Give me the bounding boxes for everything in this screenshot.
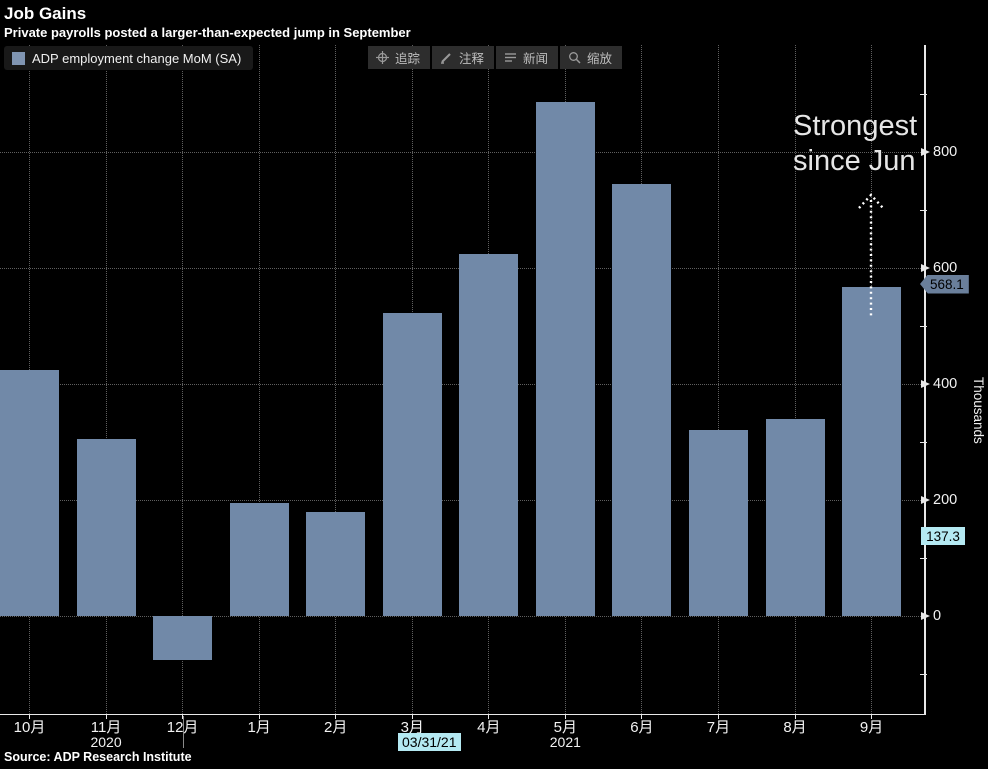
bar-7月[interactable]	[688, 430, 748, 616]
crosshair-icon	[376, 51, 389, 64]
x-axis-tick	[258, 714, 260, 719]
source-note: Source: ADP Research Institute	[4, 750, 192, 764]
x-axis-tick	[794, 714, 796, 719]
gridline-vertical	[335, 45, 337, 714]
bar-5月[interactable]	[535, 101, 595, 616]
y-axis-minor-tick	[920, 93, 927, 95]
gridline-horizontal	[0, 152, 925, 153]
year-boundary-separator	[182, 716, 184, 748]
y-axis-tick-label: 0	[933, 608, 942, 624]
x-axis-month-label: 10月	[13, 719, 46, 736]
y-axis-tick-label: 600	[933, 260, 958, 276]
tracker-value-badge: 137.3	[921, 527, 965, 545]
x-axis-month-label: 2月	[324, 719, 348, 736]
bar-10月[interactable]	[0, 369, 59, 616]
x-axis-year-label: 2020	[90, 734, 122, 750]
x-axis-tick	[871, 714, 873, 719]
bar-3月[interactable]	[382, 312, 442, 616]
annotate-button[interactable]: 注释	[432, 46, 495, 69]
x-axis-month-label: 5月	[553, 719, 578, 736]
x-axis-tick	[411, 714, 413, 719]
annotate-button-label: 注释	[459, 52, 485, 66]
y-axis-tick-label: 200	[933, 492, 958, 508]
x-axis-month-label: 11月	[90, 719, 122, 736]
x-axis-month-label: 4月	[477, 719, 501, 736]
y-axis-tick-label: 400	[933, 376, 958, 392]
x-axis-tick	[641, 714, 643, 719]
x-axis-month-label: 6月	[630, 719, 654, 736]
y-axis-minor-tick	[920, 557, 927, 559]
x-axis-month-label: 3月	[400, 719, 424, 736]
news-button[interactable]: 新闻	[496, 46, 559, 69]
annotation-text: Strongest since Jun	[793, 109, 917, 179]
gridline-vertical	[258, 45, 260, 714]
gridline-vertical	[105, 45, 107, 714]
x-axis-line	[0, 713, 926, 715]
y-axis-tick-arrow	[921, 147, 930, 156]
news-lines-icon	[504, 51, 517, 64]
x-axis-month-label: 8月	[783, 719, 807, 736]
y-axis-tick-arrow	[921, 263, 930, 272]
bar-2月[interactable]	[306, 511, 366, 616]
bar-6月[interactable]	[612, 183, 672, 616]
bar-12月[interactable]	[153, 616, 213, 661]
y-axis-title: Thousands	[971, 376, 986, 444]
y-axis-minor-tick	[920, 673, 927, 675]
zoom-button[interactable]: 缩放	[560, 46, 623, 69]
y-axis-tick-arrow	[921, 379, 930, 388]
x-axis-month-label: 1月	[247, 719, 271, 736]
annotation-line2: since Jun	[793, 145, 916, 177]
chart-toolbar: 追踪 注释 新闻 缩放	[368, 46, 623, 69]
bar-11月[interactable]	[76, 439, 136, 616]
series-color-swatch	[12, 51, 25, 65]
y-axis-tick-label: 800	[933, 144, 958, 160]
news-button-label: 新闻	[523, 52, 549, 66]
bar-9月[interactable]	[842, 286, 902, 616]
page-title: Job Gains	[4, 4, 87, 23]
tracker-date-badge: 03/31/21	[398, 733, 461, 751]
gridline-vertical	[794, 45, 796, 714]
y-axis-minor-tick	[920, 325, 927, 327]
x-axis-tick	[717, 714, 719, 719]
bar-8月[interactable]	[765, 418, 825, 616]
x-axis-month-label: 7月	[706, 719, 731, 736]
plot-area[interactable]: Strongest since Jun	[0, 45, 925, 714]
track-button[interactable]: 追踪	[368, 46, 431, 69]
zoom-button-label: 缩放	[587, 52, 613, 66]
x-axis-year-label: 2021	[549, 734, 581, 750]
track-button-label: 追踪	[395, 52, 421, 66]
pencil-icon	[440, 51, 453, 64]
y-axis-minor-tick	[920, 209, 927, 211]
gridline-vertical	[717, 45, 719, 714]
y-axis-minor-tick	[920, 441, 927, 443]
legend-label: ADP employment change MoM (SA)	[32, 50, 242, 66]
x-axis-tick	[29, 714, 30, 719]
magnifier-icon	[568, 51, 581, 64]
x-axis-tick	[105, 714, 107, 719]
gridline-vertical	[182, 45, 184, 714]
x-axis-tick	[564, 714, 566, 719]
last-value-badge: 568.1	[920, 274, 969, 294]
annotation-line1: Strongest	[793, 110, 918, 142]
gridline-horizontal	[0, 616, 925, 617]
x-axis-tick	[488, 714, 490, 719]
bar-4月[interactable]	[459, 254, 519, 616]
x-axis-month-label: 9月	[859, 719, 884, 736]
x-axis-tick	[335, 714, 337, 719]
chart-subtitle: Private payrolls posted a larger-than-ex…	[4, 25, 411, 40]
y-axis-tick-arrow	[921, 611, 930, 620]
y-axis-tick-arrow	[921, 495, 930, 504]
legend-adp-series[interactable]: ADP employment change MoM (SA)	[4, 46, 254, 70]
up-arrow-dotted-icon	[858, 193, 884, 316]
bar-1月[interactable]	[229, 502, 289, 616]
